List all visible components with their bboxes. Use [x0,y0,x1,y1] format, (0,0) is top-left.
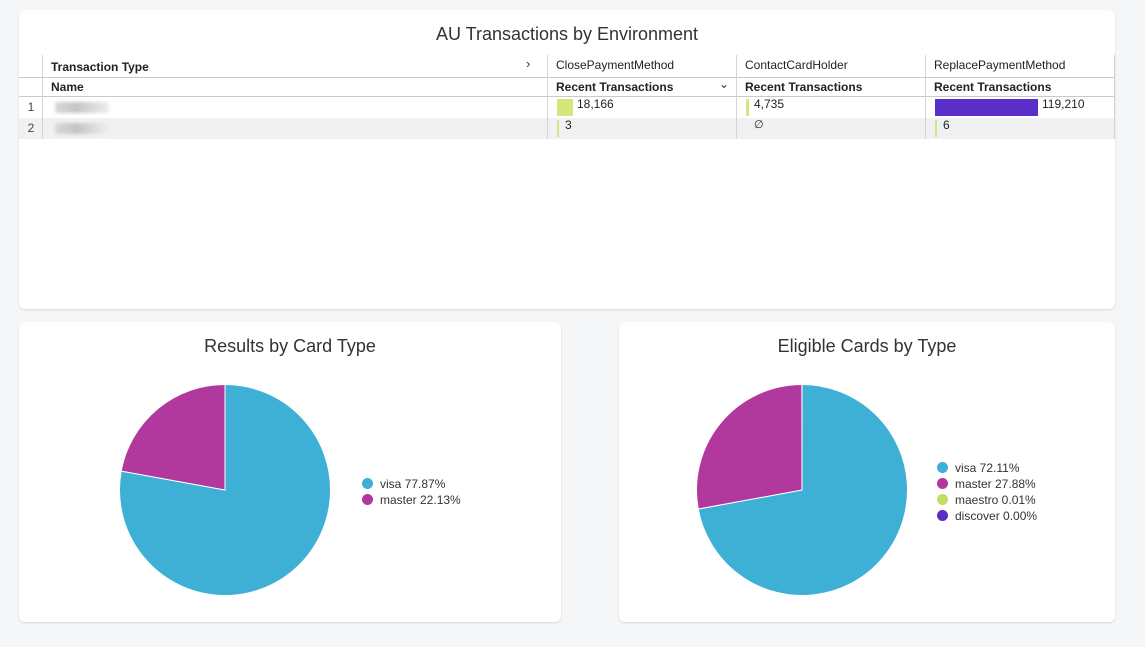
legend-label: maestro 0.01% [955,493,1036,507]
chart-legend: visa 77.87% master 22.13% [362,476,461,508]
cell-value: 3 [565,118,572,132]
chart-title: Results by Card Type [204,336,376,356]
pie-slice-master[interactable] [696,383,803,510]
value-bar [935,120,937,137]
value-bar [557,99,573,116]
row-number: 1 [27,100,35,114]
legend-swatch [937,510,948,521]
cell-value: 4,735 [754,97,785,111]
pivot-header-contact-card[interactable]: ContactCardHolder [745,58,848,72]
legend-swatch [937,478,948,489]
pivot-header-replace-payment[interactable]: ReplacePaymentMethod [934,58,1066,72]
null-value: ∅ [754,119,764,131]
column-divider [736,55,737,139]
legend-label: master 27.88% [955,477,1036,491]
redacted-name [55,123,109,134]
metric-header-contact-card[interactable]: Recent Transactions [745,80,863,94]
pivot-header-close-payment[interactable]: ClosePaymentMethod [556,58,675,72]
pie-chart[interactable] [692,380,912,600]
name-header[interactable]: Name [51,80,84,94]
pie-slice-visa[interactable] [119,383,331,596]
legend-item-maestro[interactable]: maestro 0.01% [937,492,1037,508]
legend-label: visa 72.11% [955,461,1020,475]
column-divider [925,55,926,139]
legend-item-master[interactable]: master 22.13% [362,492,461,508]
legend-label: master 22.13% [380,493,461,507]
table-header-pivot-row: Transaction Type › ClosePaymentMethod Co… [19,55,1115,77]
legend-item-visa[interactable]: visa 77.87% [362,476,461,492]
column-divider [1114,55,1115,139]
table-row[interactable]: 2 3 ∅ 6 [19,118,1115,139]
legend-label: discover 0.00% [955,509,1038,523]
column-divider [547,55,548,139]
table-row[interactable]: 1 18,166 4,735 119,210 [19,97,1115,118]
transactions-table-card: AU Transactions by Environment Transacti… [19,10,1115,309]
pie-chart[interactable] [115,380,335,600]
pie-slice-master[interactable] [120,383,226,491]
dimension-header[interactable]: Transaction Type [51,60,149,74]
row-number: 2 [27,121,35,135]
redacted-name [55,102,109,113]
chevron-down-icon[interactable]: ⌄ [719,77,730,91]
value-bar [935,99,1038,116]
table-header-row: Name Recent Transactions ⌄ Recent Transa… [19,77,1115,97]
eligible-cards-by-type-card: Eligible Cards by Type visa 72.11% master… [619,322,1115,622]
legend-swatch [362,478,373,489]
cell-value: 119,210 [1042,97,1085,111]
chevron-right-icon[interactable]: › [526,56,531,71]
value-bar [746,99,749,116]
legend-item-master[interactable]: master 27.88% [937,476,1037,492]
legend-swatch [937,494,948,505]
table-title: AU Transactions by Environment [435,24,699,44]
legend-item-visa[interactable]: visa 72.11% [937,460,1037,476]
results-by-card-type-card: Results by Card Type visa 77.87% master 2… [19,322,561,622]
legend-item-discover[interactable]: discover 0.00% [937,508,1037,524]
pie-slice-visa[interactable] [697,383,908,596]
chart-legend: visa 72.11% master 27.88% maestro 0.01% dis… [937,460,1037,524]
cell-value: 6 [943,118,950,132]
metric-header-replace-payment[interactable]: Recent Transactions [934,80,1052,94]
value-bar [557,120,559,137]
column-divider [42,55,43,139]
metric-header-close-payment[interactable]: Recent Transactions [556,80,674,94]
cell-value: 18,166 [577,97,614,111]
chart-title: Eligible Cards by Type [777,336,957,356]
legend-swatch [362,494,373,505]
legend-swatch [937,462,948,473]
legend-label: visa 77.87% [380,477,446,491]
